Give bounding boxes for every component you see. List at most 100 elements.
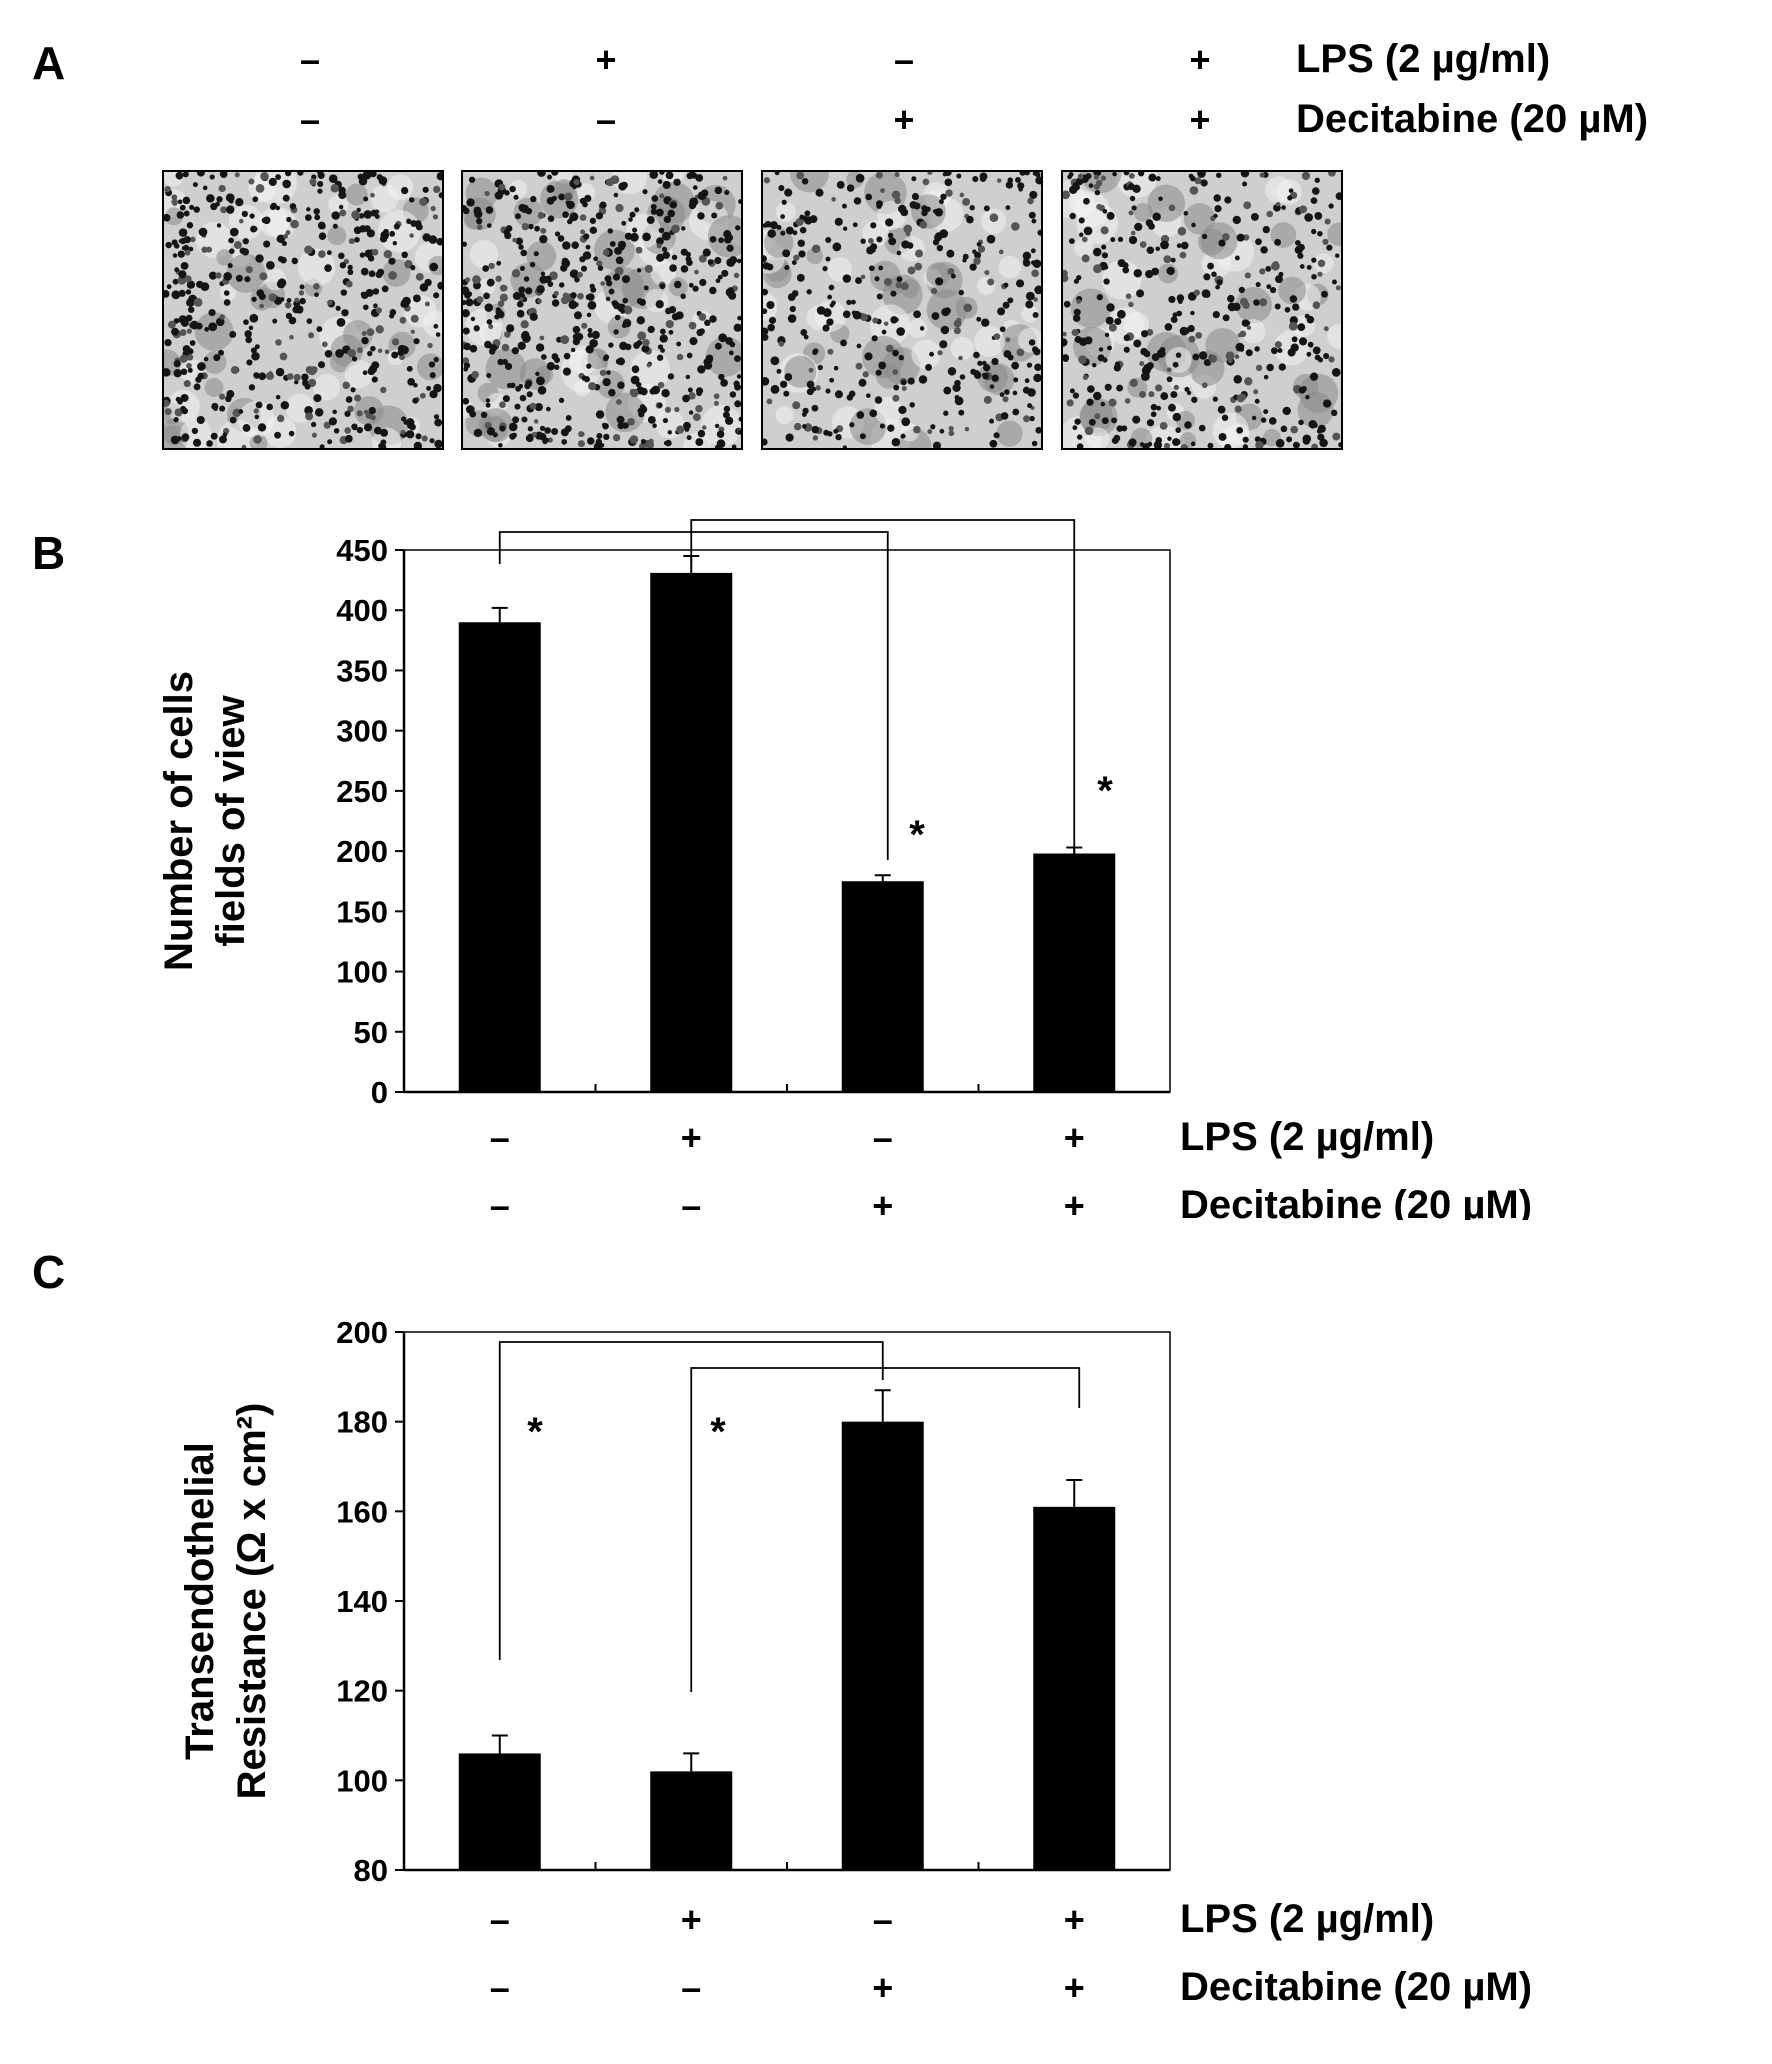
cell-nucleus <box>244 276 251 283</box>
cell-nucleus <box>1172 361 1179 368</box>
cell-nucleus <box>642 189 648 195</box>
cell-nucleus <box>789 305 796 313</box>
cell-nucleus <box>484 303 494 312</box>
cell-nucleus <box>314 408 324 417</box>
cell-nucleus <box>426 385 432 391</box>
cell-nucleus <box>1084 426 1094 436</box>
cell-nucleus <box>218 184 226 193</box>
cell-nucleus <box>1012 408 1020 416</box>
cell-nucleus <box>892 349 899 357</box>
texture-patch <box>226 253 266 293</box>
cell-nucleus <box>1116 384 1124 392</box>
cell-nucleus <box>846 299 852 306</box>
cell-nucleus <box>483 292 490 300</box>
cell-nucleus <box>380 428 389 437</box>
cell-nucleus <box>173 360 181 368</box>
cell-nucleus <box>488 324 494 330</box>
cell-nucleus <box>638 298 646 306</box>
texture-patch <box>478 408 513 443</box>
cell-nucleus <box>1255 364 1263 372</box>
cell-nucleus <box>907 377 915 385</box>
cell-nucleus <box>624 343 632 351</box>
cell-nucleus <box>164 399 170 407</box>
texture-patch <box>1270 222 1297 248</box>
cell-nucleus <box>674 406 680 413</box>
cell-nucleus <box>943 410 949 416</box>
cell-nucleus <box>622 318 632 328</box>
cell-nucleus <box>324 349 333 358</box>
cell-nucleus <box>853 197 862 205</box>
cell-nucleus <box>977 360 983 366</box>
y-tick-label: 120 <box>336 1674 388 1709</box>
cell-nucleus <box>536 376 545 386</box>
cell-nucleus <box>770 384 780 394</box>
cell-nucleus <box>733 323 741 332</box>
cell-nucleus <box>701 425 707 430</box>
cell-nucleus <box>1147 441 1153 447</box>
cell-nucleus <box>540 227 547 234</box>
cell-nucleus <box>1094 189 1101 196</box>
cell-nucleus <box>188 246 194 252</box>
cell-nucleus <box>251 351 260 361</box>
cell-nucleus <box>734 400 741 408</box>
micrograph-texture <box>763 172 1041 448</box>
cell-nucleus <box>1076 434 1083 440</box>
cell-nucleus <box>642 232 651 242</box>
cell-nucleus <box>1328 203 1334 209</box>
cell-nucleus <box>276 234 286 244</box>
cell-nucleus <box>855 277 862 285</box>
cell-nucleus <box>514 403 521 410</box>
cell-nucleus <box>1317 230 1323 237</box>
cell-nucleus <box>380 386 387 394</box>
cell-nucleus <box>695 174 704 182</box>
cell-nucleus <box>603 354 610 360</box>
cell-nucleus <box>381 285 389 293</box>
cell-nucleus <box>698 254 707 263</box>
cell-nucleus <box>1259 172 1265 178</box>
cell-nucleus <box>563 352 571 360</box>
cell-nucleus <box>1103 278 1110 285</box>
cell-nucleus <box>930 287 938 295</box>
cell-nucleus <box>1314 212 1323 220</box>
cell-nucleus <box>714 444 721 448</box>
cell-nucleus <box>669 264 677 272</box>
cell-nucleus <box>309 178 317 186</box>
cell-nucleus <box>1022 251 1032 260</box>
cell-nucleus <box>1023 257 1029 264</box>
cell-nucleus <box>1139 241 1147 248</box>
cell-nucleus <box>1183 327 1190 335</box>
cell-nucleus <box>1072 392 1080 399</box>
cell-nucleus <box>259 303 265 309</box>
cell-nucleus <box>629 211 636 218</box>
cell-nucleus <box>662 418 668 424</box>
cell-nucleus <box>973 351 980 359</box>
cell-nucleus <box>183 380 191 388</box>
cell-nucleus <box>345 280 353 288</box>
cell-nucleus <box>1026 362 1033 368</box>
cell-nucleus <box>250 347 257 354</box>
significance-bracket <box>498 1341 884 1660</box>
y-tick-label: 250 <box>336 774 388 809</box>
cell-nucleus <box>570 347 576 353</box>
cell-nucleus <box>1122 266 1130 274</box>
texture-patch <box>1212 412 1250 448</box>
cell-nucleus <box>1172 412 1182 422</box>
cell-nucleus <box>275 174 282 180</box>
cell-nucleus <box>634 207 640 213</box>
cell-nucleus <box>1137 172 1145 177</box>
cell-nucleus <box>657 381 665 389</box>
cell-nucleus <box>927 429 933 435</box>
cell-nucleus <box>375 307 382 314</box>
cell-nucleus <box>609 240 616 247</box>
cell-nucleus <box>1128 235 1138 245</box>
cell-nucleus <box>1003 350 1012 358</box>
cell-nucleus <box>219 172 228 178</box>
cell-nucleus <box>812 349 818 355</box>
cell-nucleus <box>474 209 483 219</box>
cell-nucleus <box>655 208 664 217</box>
cell-nucleus <box>436 172 442 181</box>
cell-nucleus <box>463 342 471 351</box>
y-tick-label: 0 <box>371 1075 388 1110</box>
cell-nucleus <box>1189 186 1199 195</box>
cell-nucleus <box>974 251 982 259</box>
